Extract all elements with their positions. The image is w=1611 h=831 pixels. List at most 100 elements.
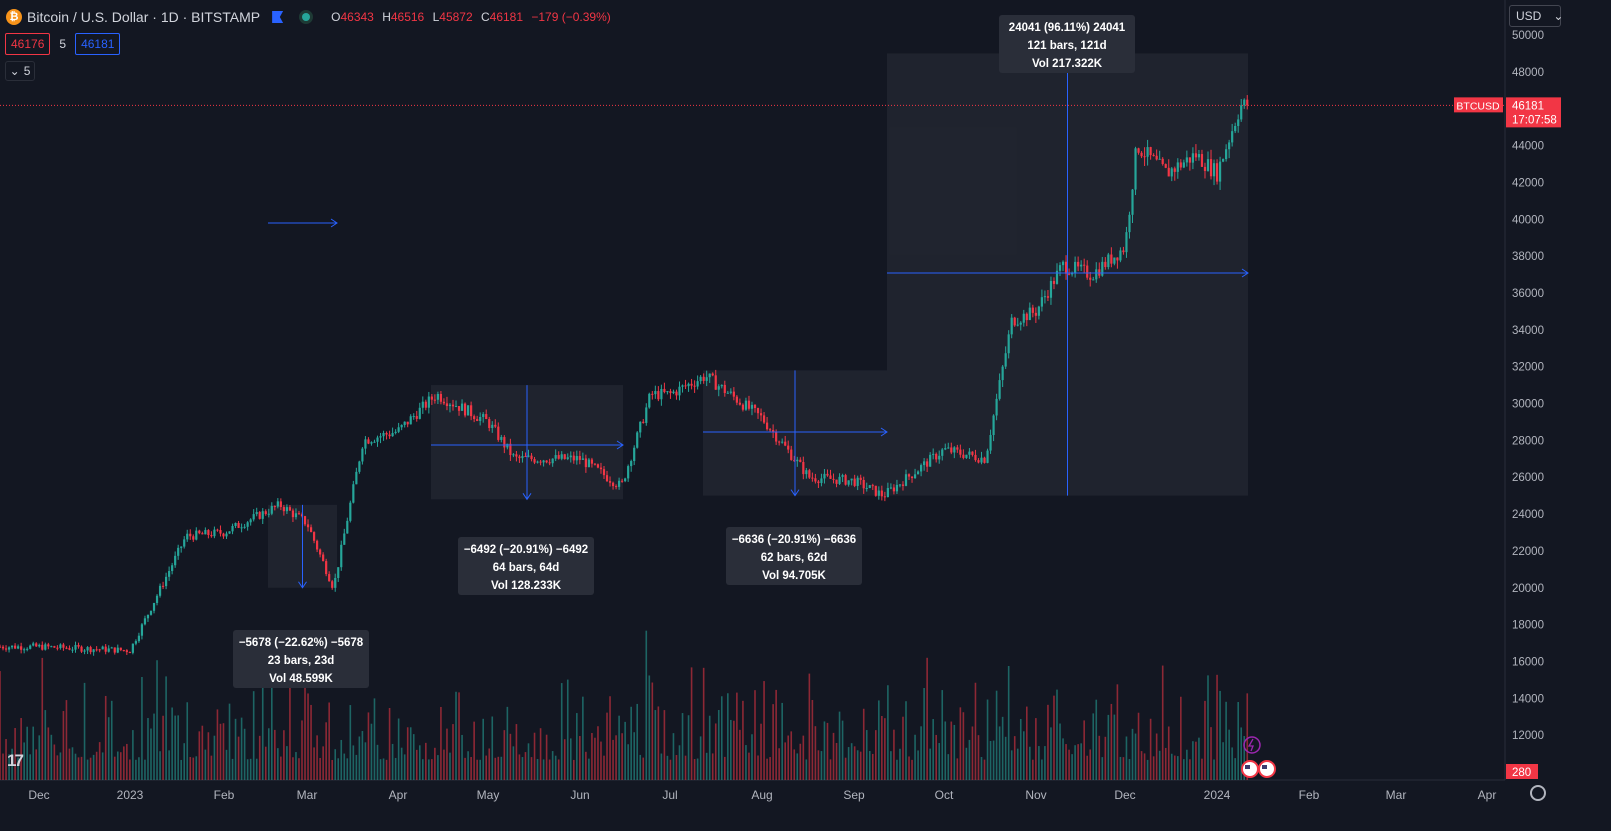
spread-value: 5 (59, 37, 67, 51)
candle-body (1134, 148, 1137, 190)
candle-body (832, 478, 835, 480)
candle-body (35, 643, 38, 647)
candle-body (195, 530, 198, 540)
time-tick: Jun (570, 788, 589, 802)
volume-bar (666, 755, 669, 780)
volume-bar (1140, 751, 1143, 780)
volume-bar (705, 752, 708, 780)
candle-body (494, 424, 497, 427)
volume-bar (77, 757, 80, 780)
volume-bar (325, 722, 327, 780)
candle-body (479, 416, 482, 421)
candle-body (92, 649, 95, 653)
candle-body (898, 484, 902, 486)
volume-bar (850, 743, 853, 780)
candle-body (1243, 99, 1246, 106)
volume-bar (684, 755, 687, 780)
volume-bar (844, 757, 847, 780)
volume-bar (415, 749, 418, 780)
volume-bar (406, 727, 409, 780)
candle-body (769, 429, 772, 431)
candle-body (901, 484, 905, 486)
candle-body (953, 447, 956, 453)
candle-body (376, 437, 379, 442)
volume-bar (902, 716, 904, 780)
candle-body (572, 455, 575, 461)
candle-body (343, 533, 346, 545)
volume-bar (983, 759, 986, 780)
volume-bar (219, 723, 222, 780)
volume-bar (660, 753, 663, 780)
candle-body (225, 533, 228, 537)
candle-body (1164, 164, 1167, 168)
market-status-icon[interactable] (299, 10, 314, 24)
volume-bar (977, 735, 980, 780)
volume-bar (1113, 714, 1116, 780)
currency-select[interactable]: USD ⌄ (1509, 5, 1564, 27)
volume-bar (44, 710, 47, 780)
volume-bar (1201, 758, 1203, 780)
candle-body (1137, 148, 1140, 153)
sell-button[interactable]: 46176 (5, 33, 51, 55)
price-tick: 18000 (1512, 620, 1544, 632)
buy-button[interactable]: 46181 (75, 33, 121, 55)
candle-body (1161, 158, 1164, 165)
tradingview-logo[interactable]: 17 (7, 751, 24, 770)
volume-bar (1059, 723, 1061, 780)
volume-bar (322, 746, 324, 780)
volume-bar (47, 727, 50, 780)
price-tick: 42000 (1512, 177, 1544, 189)
volume-bar (168, 750, 170, 780)
candle-body (1182, 162, 1185, 168)
volume-bar (878, 700, 880, 780)
volume-bar (663, 710, 666, 780)
volume-bar (727, 693, 729, 780)
candle-body (59, 644, 62, 649)
volume-bar (847, 747, 850, 780)
symbol-title[interactable]: Bitcoin / U.S. Dollar · 1D · BITSTAMP (27, 9, 261, 25)
candle-body (1143, 156, 1146, 158)
volume-bar (434, 747, 436, 780)
candle-body (772, 430, 775, 432)
volume-bar (159, 751, 161, 780)
chevron-down-icon: ⌄ (1553, 9, 1564, 23)
candle-body (560, 454, 563, 459)
volume-bar (573, 759, 575, 780)
candle-body (306, 524, 310, 528)
candle-body (282, 507, 285, 512)
indicators-toggle-button[interactable]: ⌄ 5 (5, 61, 35, 81)
volume-bar (150, 728, 152, 780)
volume-bar (518, 754, 521, 780)
gear-icon[interactable] (1530, 785, 1546, 801)
candle-body (793, 459, 796, 462)
volume-bar (875, 730, 877, 780)
candle-body (1028, 307, 1031, 321)
volume-bar (153, 713, 155, 780)
candle-body (681, 385, 684, 387)
candle-body (983, 457, 986, 463)
volume-bar (509, 733, 512, 780)
volume-bar (1210, 727, 1212, 780)
candle-body (149, 610, 153, 615)
volume-bar (225, 749, 228, 780)
flag-icon[interactable] (272, 11, 284, 23)
candle-body (762, 415, 766, 423)
time-tick: Feb (1299, 788, 1320, 802)
volume-bar (986, 699, 989, 780)
candle-body (726, 392, 729, 394)
volume-bar (887, 685, 889, 780)
volume-bar (1128, 759, 1131, 780)
low-value: 45872 (439, 10, 473, 24)
candle-body (113, 647, 116, 653)
volume-bar (1231, 747, 1233, 780)
candle-body (1167, 167, 1170, 177)
volume-bar (267, 728, 270, 780)
candle-body (1209, 159, 1213, 177)
candle-body (944, 448, 947, 450)
volume-bar (603, 755, 605, 780)
candle-body (1225, 149, 1228, 160)
candle-body (340, 544, 343, 568)
candle-body (183, 539, 186, 547)
volume-bar (428, 759, 430, 780)
